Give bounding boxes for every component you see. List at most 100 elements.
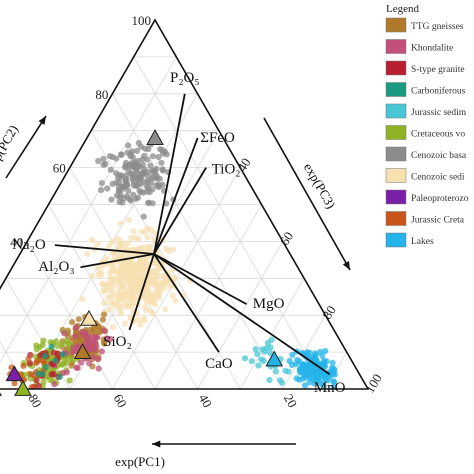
data-point — [117, 303, 124, 310]
data-point — [124, 296, 131, 303]
data-point — [172, 297, 179, 304]
data-point — [324, 377, 331, 384]
group-mean-markers — [0, 129, 284, 396]
data-point — [125, 265, 132, 272]
data-point — [155, 265, 162, 273]
data-point — [313, 370, 320, 377]
data-point — [142, 295, 149, 302]
data-point — [260, 357, 267, 365]
data-point — [136, 244, 143, 252]
data-point — [126, 216, 133, 223]
data-point — [152, 259, 159, 266]
group-mean-marker — [265, 350, 284, 367]
loading-label: ΣFeO — [200, 130, 235, 146]
loading-label: TiO₂ — [212, 162, 241, 178]
data-point — [131, 287, 139, 295]
left-tick-label: 40 — [10, 234, 23, 249]
triangle-outline — [0, 18, 370, 390]
data-point — [113, 291, 120, 298]
data-point — [169, 292, 176, 299]
data-point — [113, 155, 120, 162]
data-point — [117, 287, 124, 295]
loading-label: Na₂O — [12, 237, 46, 253]
data-point — [323, 358, 330, 365]
data-point — [123, 193, 130, 200]
data-point — [133, 147, 141, 154]
data-point — [148, 226, 155, 233]
legend-swatch — [385, 39, 407, 54]
data-point — [98, 180, 105, 187]
loading-vector — [153, 167, 207, 255]
data-point — [140, 315, 148, 322]
data-point — [52, 357, 59, 364]
data-point — [158, 159, 165, 166]
data-point — [127, 170, 135, 177]
data-point — [140, 179, 147, 186]
data-point — [117, 310, 124, 317]
data-point — [88, 272, 96, 279]
group-mean-marker — [146, 129, 164, 145]
pc3-arrow — [263, 117, 351, 271]
data-point — [99, 316, 106, 323]
data-point — [122, 320, 129, 327]
data-point — [86, 360, 93, 367]
data-point — [108, 196, 115, 203]
data-point — [100, 155, 107, 162]
grid-line — [0, 56, 177, 364]
data-point — [302, 374, 309, 381]
data-point — [103, 335, 110, 342]
data-point — [156, 288, 164, 295]
data-point — [106, 153, 114, 160]
pc1-axis-title: exp(PC1) — [115, 454, 165, 469]
data-point — [11, 380, 18, 387]
data-point — [27, 371, 34, 378]
data-point — [109, 238, 116, 245]
data-point — [91, 326, 98, 333]
legend-swatch — [385, 125, 407, 140]
data-point — [149, 153, 156, 160]
data-point — [130, 300, 137, 307]
data-point — [134, 194, 142, 201]
data-point — [117, 220, 124, 227]
loading-vector — [153, 253, 248, 305]
data-point — [140, 168, 147, 175]
legend-label: Carboniferous — [411, 86, 466, 97]
data-point — [123, 289, 131, 296]
data-point — [159, 167, 166, 174]
data-point — [266, 376, 273, 384]
data-point — [329, 359, 336, 367]
data-point — [115, 188, 122, 195]
loading-vector — [80, 253, 155, 269]
data-point — [299, 365, 306, 372]
data-point — [42, 364, 50, 371]
data-point — [125, 142, 132, 149]
data-point — [139, 156, 146, 163]
data-point — [127, 197, 135, 204]
data-point — [39, 370, 46, 378]
loading-vector — [153, 253, 331, 375]
data-point — [39, 341, 46, 348]
data-point — [320, 382, 327, 389]
data-point — [135, 235, 142, 243]
data-point — [100, 299, 108, 307]
pc2-arrow — [5, 115, 47, 179]
data-point — [160, 273, 167, 280]
data-point — [118, 151, 125, 159]
data-point — [136, 187, 143, 194]
legend-label: Cenozoic sedi — [411, 173, 465, 183]
data-point — [74, 364, 81, 372]
data-point — [145, 185, 152, 192]
data-point — [241, 355, 249, 362]
data-point — [128, 148, 136, 155]
data-point — [84, 251, 91, 258]
group-mean-marker — [80, 309, 98, 326]
legend-swatch — [385, 232, 407, 248]
data-point — [330, 378, 337, 385]
data-point — [106, 242, 113, 249]
data-point — [35, 382, 42, 389]
data-point — [306, 379, 313, 386]
data-point — [33, 346, 40, 353]
legend-swatch — [385, 168, 407, 183]
loading-label: MgO — [253, 296, 285, 312]
